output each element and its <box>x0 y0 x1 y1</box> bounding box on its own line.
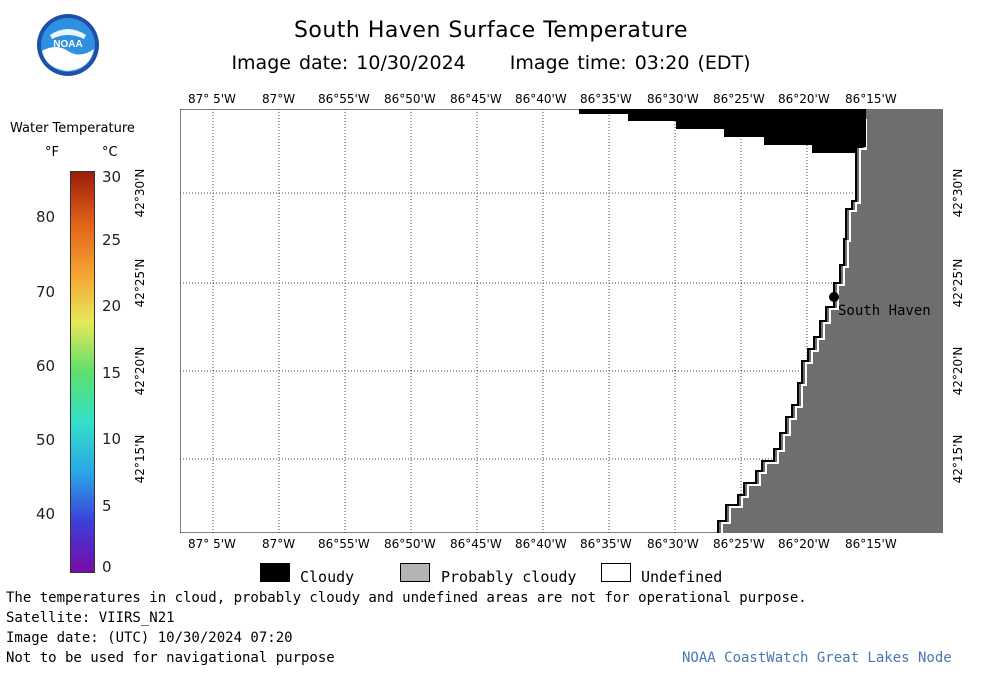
c-tick: 10 <box>102 430 122 448</box>
c-tick: 20 <box>102 297 122 315</box>
lon-label-top: 87° 5'W <box>188 92 236 106</box>
lon-label-top: 86°40'W <box>515 92 567 106</box>
lon-label-top: 86°55'W <box>318 92 370 106</box>
lon-label-bottom: 86°40'W <box>515 537 567 551</box>
lon-label-bottom: 86°30'W <box>647 537 699 551</box>
f-tick: 80 <box>36 208 56 226</box>
cloud-mask <box>579 109 866 153</box>
utc-date-text: Image date: (UTC) 10/30/2024 07:20 <box>6 630 293 646</box>
lon-label-bottom: 87°W <box>262 537 296 551</box>
navigation-warning: Not to be used for navigational purpose <box>6 650 335 666</box>
image-time: Image time: 03:20 (EDT) <box>509 52 751 74</box>
credit-link[interactable]: NOAA CoastWatch Great Lakes Node <box>682 650 952 666</box>
lat-label-left: 42°25'N <box>133 258 147 308</box>
c-tick: 30 <box>102 168 122 186</box>
page-title: South Haven Surface Temperature <box>293 18 689 43</box>
colorbar <box>70 171 95 573</box>
lon-label-top: 86°25'W <box>713 92 765 106</box>
shoreline-inner <box>721 119 867 533</box>
satellite-text: Satellite: VIIRS_N21 <box>6 610 175 626</box>
lon-label-top: 86°15'W <box>845 92 897 106</box>
lon-label-bottom: 86°35'W <box>580 537 632 551</box>
undefined-label: Undefined <box>641 568 723 586</box>
f-tick: 40 <box>36 505 56 523</box>
colorbar-title: Water Temperature <box>10 121 135 136</box>
graticule <box>180 109 943 533</box>
south-haven-marker[interactable] <box>829 292 839 302</box>
lon-label-bottom: 86°50'W <box>384 537 436 551</box>
lon-label-bottom: 86°45'W <box>450 537 502 551</box>
lon-label-bottom: 86°55'W <box>318 537 370 551</box>
lat-label-left: 42°15'N <box>133 434 147 484</box>
lon-label-bottom: 87° 5'W <box>188 537 236 551</box>
map-panel[interactable]: South Haven <box>180 109 943 533</box>
noaa-logo: NOAA <box>37 14 99 76</box>
unit-celsius: °C <box>102 145 118 160</box>
lat-label-left: 42°30'N <box>133 168 147 218</box>
logo-text: NOAA <box>53 39 82 50</box>
unit-fahrenheit: °F <box>45 145 59 160</box>
lat-label-left: 42°20'N <box>133 346 147 396</box>
image-datetime: Image date: 10/30/2024 Image time: 03:20 … <box>0 52 982 74</box>
lat-label-right: 42°20'N <box>951 346 965 396</box>
c-tick: 25 <box>102 231 122 249</box>
disclaimer-text: The temperatures in cloud, probably clou… <box>6 590 807 606</box>
cloudy-label: Cloudy <box>300 568 355 586</box>
image-date: Image date: 10/30/2024 <box>231 52 466 74</box>
lat-label-right: 42°25'N <box>951 258 965 308</box>
lon-label-top: 86°35'W <box>580 92 632 106</box>
probably-cloudy-label: Probably cloudy <box>441 568 577 586</box>
cloudy-swatch <box>260 563 290 582</box>
lon-label-bottom: 86°25'W <box>713 537 765 551</box>
shoreline <box>717 119 863 533</box>
place-label: South Haven <box>838 303 931 319</box>
f-tick: 50 <box>36 431 56 449</box>
lat-label-right: 42°30'N <box>951 168 965 218</box>
f-tick: 60 <box>36 357 56 375</box>
lon-label-top: 86°45'W <box>450 92 502 106</box>
lon-label-top: 86°50'W <box>384 92 436 106</box>
f-tick: 70 <box>36 283 56 301</box>
lon-label-top: 86°20'W <box>778 92 830 106</box>
c-tick: 15 <box>102 364 122 382</box>
lat-label-right: 42°15'N <box>951 434 965 484</box>
lon-label-top: 87°W <box>262 92 296 106</box>
probably-cloudy-swatch <box>400 563 430 582</box>
undefined-swatch <box>601 563 631 582</box>
c-tick: 0 <box>102 558 112 576</box>
lon-label-bottom: 86°20'W <box>778 537 830 551</box>
c-tick: 5 <box>102 497 112 515</box>
lon-label-bottom: 86°15'W <box>845 537 897 551</box>
lon-label-top: 86°30'W <box>647 92 699 106</box>
